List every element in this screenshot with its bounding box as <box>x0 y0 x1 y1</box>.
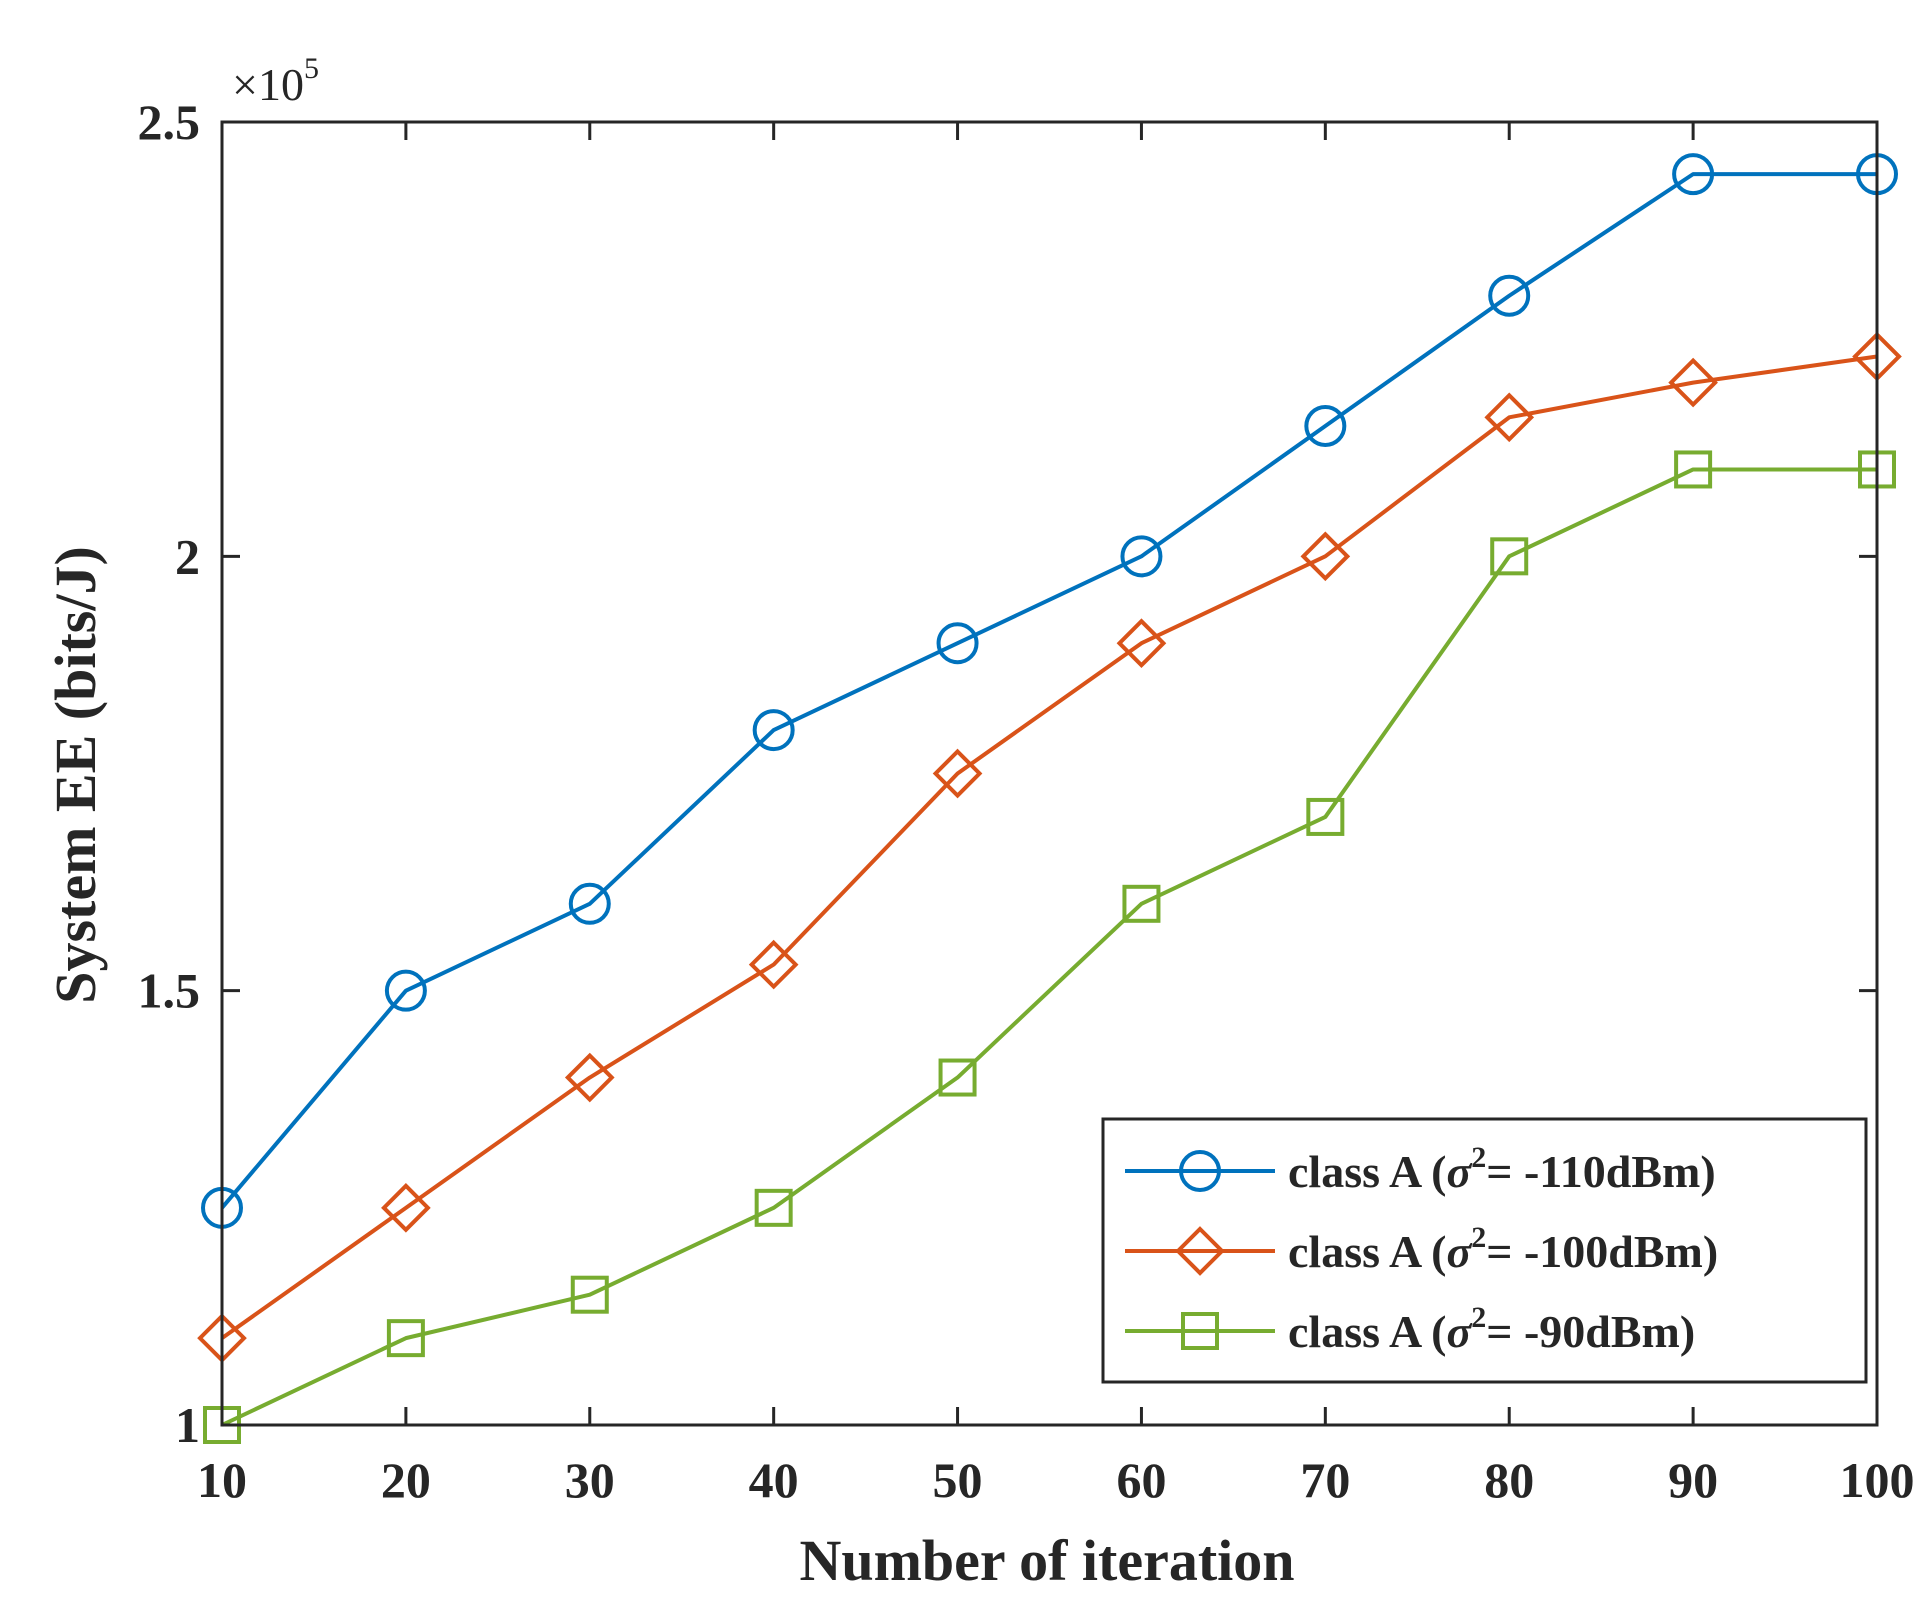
x-axis-title: Number of iteration <box>799 1528 1294 1593</box>
legend-label-prefix: class A ( <box>1288 1146 1446 1197</box>
y-tick-label: 2.5 <box>138 94 201 150</box>
legend-label-prefix: class A ( <box>1288 1306 1446 1357</box>
x-tick-label: 10 <box>197 1452 247 1508</box>
x-tick-label: 30 <box>565 1452 615 1508</box>
data-point <box>936 622 979 665</box>
x-tick-label: 80 <box>1484 1452 1534 1508</box>
data-point <box>938 1058 977 1097</box>
series-line <box>220 354 1878 1340</box>
legend-marker <box>1175 1226 1225 1276</box>
x-tick-label: 40 <box>749 1452 799 1508</box>
axes-frame <box>220 120 1879 1427</box>
data-point <box>564 1052 615 1103</box>
y-axis-multiplier-exponent: 5 <box>304 52 319 85</box>
data-point <box>381 1183 431 1233</box>
series-line <box>221 467 1877 1427</box>
legend-label-sup: 2 <box>1471 1221 1486 1254</box>
y-axis-multiplier: ×105 <box>232 52 319 110</box>
y-tick-label: 2 <box>175 528 200 584</box>
data-point <box>386 1319 425 1358</box>
legend-label-sup: 2 <box>1471 1141 1486 1174</box>
legend-label-prefix: class A ( <box>1288 1226 1446 1277</box>
legend: class A (σ2= -110dBm)class A (σ2= -100dB… <box>1101 1117 1868 1384</box>
data-point <box>1300 531 1351 582</box>
legend-label-sigma: σ <box>1446 1226 1472 1277</box>
data-point <box>1116 618 1167 669</box>
data-point <box>1122 884 1161 923</box>
x-tick-label: 50 <box>933 1452 983 1508</box>
legend-label-sigma: σ <box>1446 1306 1472 1357</box>
data-point <box>752 709 795 752</box>
y-axis-title: System EE (bits/J) <box>43 546 108 1004</box>
legend-label: class A (σ2= -100dBm) <box>1288 1221 1718 1277</box>
data-point <box>1120 535 1163 578</box>
data-point <box>748 939 799 990</box>
y-tick-label: 1 <box>175 1397 200 1453</box>
data-point <box>570 1275 609 1314</box>
data-point <box>1306 797 1345 836</box>
data-point <box>1490 537 1529 576</box>
series-diamond <box>197 331 1902 1363</box>
data-point <box>1304 405 1347 448</box>
legend-label: class A (σ2= -110dBm) <box>1288 1141 1716 1197</box>
y-axis-multiplier-base: ×10 <box>232 59 304 110</box>
legend-label-suffix: = -90dBm) <box>1486 1306 1695 1357</box>
x-tick-label: 70 <box>1300 1452 1350 1508</box>
data-point <box>754 1188 793 1227</box>
legend-label: class A (σ2= -90dBm) <box>1288 1301 1695 1357</box>
legend-label-suffix: = -110dBm) <box>1486 1146 1715 1197</box>
y-tick-label: 1.5 <box>138 963 201 1019</box>
x-tick-label: 90 <box>1668 1452 1718 1508</box>
legend-label-sigma: σ <box>1446 1146 1472 1197</box>
series-line <box>220 172 1877 1210</box>
legend-marker <box>1179 1150 1221 1192</box>
data-point <box>932 748 983 799</box>
data-point <box>1674 450 1713 489</box>
series-layer <box>197 153 1902 1444</box>
legend-label-suffix: = -100dBm) <box>1486 1226 1718 1277</box>
data-point <box>1668 357 1718 408</box>
data-point <box>1672 153 1715 196</box>
legend-label-sup: 2 <box>1471 1301 1486 1334</box>
data-point <box>384 969 427 1012</box>
x-tick-label: 100 <box>1840 1452 1915 1508</box>
legend-marker <box>1181 1312 1219 1350</box>
data-point <box>1488 274 1531 317</box>
x-tick-label: 60 <box>1116 1452 1166 1508</box>
x-tick-label: 20 <box>381 1452 431 1508</box>
data-point <box>1484 392 1535 443</box>
data-point <box>568 882 611 925</box>
axes-layer: 10 20 30 40 50 60 70 80 90 100 1 1.5 2 2.5 <box>138 94 1915 1508</box>
